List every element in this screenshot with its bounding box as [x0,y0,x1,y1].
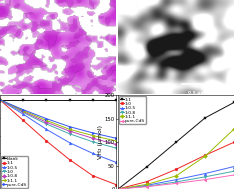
Line: 1:1: 1:1 [117,101,234,189]
pure-CdS [146,186,149,188]
1:0.5 [204,172,206,175]
blank [68,99,71,101]
pure-CdS [68,125,71,128]
1:0.8 [22,110,25,113]
Line: blank: blank [0,98,117,101]
pure-CdS [91,132,94,134]
blank [22,99,25,101]
Line: 1:0.8: 1:0.8 [117,170,234,189]
1:1 [114,183,117,186]
Line: 1:1: 1:1 [0,98,117,186]
1:1 [175,141,177,143]
1:0 [91,141,94,143]
1:0.5 [91,152,94,154]
Legend: 1:1, 1:0, 1:0.5, 1:0.8, 1:1.1, pure-CdS: 1:1, 1:0, 1:0.5, 1:0.8, 1:1.1, pure-CdS [119,96,146,124]
1:0 [22,111,25,114]
1:0.8 [146,185,149,187]
pure-CdS [0,99,1,101]
1:0.5 [45,128,48,130]
1:1.1 [91,134,94,137]
1:0 [175,168,177,170]
1:1 [204,117,206,119]
1:0.8 [117,188,120,189]
1:0 [114,147,117,149]
Legend: blank, 1:1, 1:0.5, 1:0, 1:0.8, 1:1.1, pure-CdS: blank, 1:1, 1:0.5, 1:0, 1:0.8, 1:1.1, pu… [1,156,28,188]
1:0.8 [204,176,206,178]
1:0.8 [45,121,48,123]
blank [91,99,94,101]
1:0.8 [0,99,1,101]
1:0.8 [175,181,177,183]
1:1 [68,158,71,161]
1:1.1 [0,99,1,101]
1:0 [45,123,48,125]
1:0 [68,133,71,135]
Line: 1:0: 1:0 [117,141,234,189]
1:1 [117,188,120,189]
1:1 [146,165,149,168]
1:0.5 [114,161,117,163]
1:0.5 [146,184,149,186]
1:1 [233,101,234,104]
1:1.1 [45,119,48,122]
pure-CdS [117,188,120,189]
1:0.5 [117,188,120,189]
1:1 [91,174,94,177]
1:0.8 [233,170,234,172]
1:1.1 [146,183,149,185]
Line: pure-CdS: pure-CdS [0,98,117,140]
blank [114,99,117,101]
1:1.1 [233,128,234,130]
1:0.5 [233,165,234,168]
Line: 1:0: 1:0 [0,98,117,149]
blank [45,99,48,101]
1:0.8 [68,130,71,132]
1:0 [0,99,1,101]
1:1 [22,119,25,122]
1:1.1 [114,140,117,142]
pure-CdS [114,137,117,139]
Text: 0.5 μm: 0.5 μm [188,91,205,95]
1:0.5 [0,99,1,101]
Y-axis label: VH₂ (μmol): VH₂ (μmol) [98,125,103,159]
1:1.1 [117,188,120,189]
1:0.5 [175,178,177,181]
Line: 1:0.5: 1:0.5 [0,98,117,164]
pure-CdS [22,108,25,111]
1:0.8 [91,137,94,139]
1:1.1 [204,155,206,157]
1:0 [146,180,149,183]
Line: 1:1.1: 1:1.1 [0,98,117,142]
1:1.1 [68,128,71,130]
pure-CdS [175,182,177,184]
pure-CdS [45,118,48,120]
Line: 1:1.1: 1:1.1 [117,128,234,189]
pure-CdS [204,178,206,181]
1:1 [45,140,48,142]
Line: pure-CdS: pure-CdS [117,174,234,189]
1:0.8 [114,143,117,146]
1:1.1 [22,109,25,112]
1:0 [233,141,234,143]
1:0.5 [68,142,71,144]
blank [0,99,1,101]
1:0 [204,154,206,156]
1:0 [117,188,120,189]
1:1 [0,99,1,101]
1:1.1 [175,175,177,177]
Line: 1:0.8: 1:0.8 [0,98,117,146]
pure-CdS [233,174,234,176]
Line: 1:0.5: 1:0.5 [117,165,234,189]
1:0.5 [22,113,25,115]
